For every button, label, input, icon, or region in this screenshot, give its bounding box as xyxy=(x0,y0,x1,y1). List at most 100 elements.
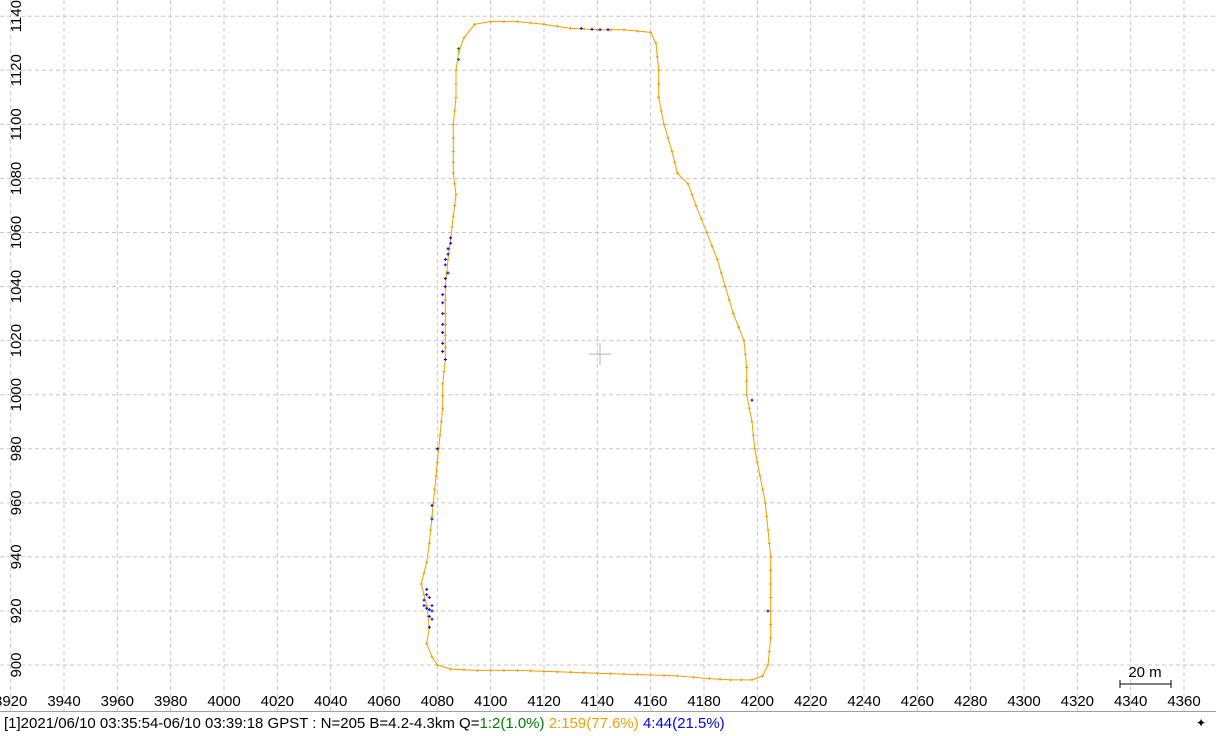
point-q2 xyxy=(582,671,586,675)
point-q4 xyxy=(430,609,434,613)
point-q2 xyxy=(425,604,429,608)
point-q2 xyxy=(719,271,723,275)
x-tick-label: 4040 xyxy=(314,693,347,710)
x-tick-label: 4160 xyxy=(634,693,667,710)
status-bar: [1]2021/06/10 03:35:54-06/10 03:39:18 GP… xyxy=(0,711,1216,736)
point-q2 xyxy=(442,370,446,374)
point-q2 xyxy=(622,672,626,676)
x-tick-label: 4120 xyxy=(527,693,560,710)
point-q2 xyxy=(502,20,506,24)
point-q2 xyxy=(555,24,559,28)
point-q4 xyxy=(766,609,770,613)
point-q2 xyxy=(753,447,757,451)
axis-tick-labels: 3920 3940 3960 3980 4000 4020 4040 4060 4080 4100… xyxy=(0,0,1201,710)
point-q2 xyxy=(430,655,434,659)
x-tick-label: 4280 xyxy=(954,693,987,710)
point-q2 xyxy=(750,420,754,424)
point-q2 xyxy=(745,379,749,383)
point-q4 xyxy=(598,28,602,32)
point-q2 xyxy=(443,298,447,302)
point-q4 xyxy=(427,614,431,618)
point-q2 xyxy=(710,244,714,248)
point-q2 xyxy=(422,571,426,575)
point-q2 xyxy=(569,26,573,30)
point-q2 xyxy=(431,501,435,505)
point-q2 xyxy=(427,541,431,545)
point-q2 xyxy=(462,668,466,672)
point-q4 xyxy=(446,252,450,256)
point-q4 xyxy=(441,293,445,297)
point-q2 xyxy=(443,345,447,349)
point-q2 xyxy=(654,41,658,45)
point-q2 xyxy=(670,149,674,153)
point-q2 xyxy=(707,677,711,681)
point-q2 xyxy=(761,487,765,491)
point-q2 xyxy=(441,394,445,398)
point-q4 xyxy=(425,606,429,610)
point-q2 xyxy=(450,225,454,229)
point-q2 xyxy=(451,214,455,218)
x-tick-label: 4180 xyxy=(687,693,720,710)
point-q2 xyxy=(433,487,437,491)
point-q2 xyxy=(462,36,466,40)
point-q2 xyxy=(441,382,445,386)
point-q2 xyxy=(454,82,458,86)
point-q4 xyxy=(443,263,447,267)
y-tick-label: 980 xyxy=(8,436,25,461)
point-q2 xyxy=(755,460,759,464)
x-tick-label: 4100 xyxy=(474,693,507,710)
point-q4 xyxy=(443,285,447,289)
ground-track-plot[interactable]: 3920 3940 3960 3980 4000 4020 4040 4060 4080 4100… xyxy=(0,0,1216,711)
point-q2 xyxy=(457,49,461,53)
point-q2 xyxy=(453,109,457,113)
point-q2 xyxy=(769,636,773,640)
y-tick-label: 1140 xyxy=(8,0,25,32)
y-tick-label: 1100 xyxy=(8,108,25,140)
point-q2 xyxy=(761,674,765,678)
point-q2 xyxy=(723,285,727,289)
y-tick-label: 960 xyxy=(8,490,25,515)
point-q2 xyxy=(659,109,663,113)
point-q1 xyxy=(457,47,461,51)
point-q2 xyxy=(438,433,442,437)
point-q4 xyxy=(422,604,426,608)
y-tick-label: 1060 xyxy=(8,216,25,249)
point-q2 xyxy=(675,171,679,175)
point-q2 xyxy=(542,22,546,26)
status-q2: 2:159(77.6%) xyxy=(548,715,639,732)
status-q1: 1:2(1.0%) xyxy=(479,715,545,732)
y-tick-label: 1080 xyxy=(8,162,25,195)
point-q4 xyxy=(430,517,434,521)
point-q2 xyxy=(422,593,426,597)
track-line-q2 xyxy=(420,21,772,681)
point-q2 xyxy=(595,671,599,675)
y-tick-label: 940 xyxy=(8,544,25,569)
point-q2 xyxy=(435,663,439,667)
point-q4 xyxy=(427,595,431,599)
solution-points-layer xyxy=(419,20,773,682)
point-q2 xyxy=(769,555,773,559)
point-q2 xyxy=(767,541,771,545)
track-line-layer xyxy=(420,21,772,681)
point-q2 xyxy=(446,258,450,262)
status-info: [1]2021/06/10 03:35:54-06/10 03:39:18 GP… xyxy=(4,715,480,732)
point-q2 xyxy=(662,673,666,677)
point-q4 xyxy=(441,322,445,326)
point-q2 xyxy=(425,560,429,564)
point-q2 xyxy=(727,298,731,302)
point-q2 xyxy=(609,28,613,32)
point-q2 xyxy=(686,182,690,186)
y-tick-label: 1120 xyxy=(8,54,25,86)
x-tick-label: 4240 xyxy=(847,693,880,710)
point-q2 xyxy=(595,28,599,32)
point-q2 xyxy=(745,393,749,397)
point-q2 xyxy=(451,160,455,164)
point-q4 xyxy=(427,608,431,612)
x-tick-label: 4200 xyxy=(741,693,774,710)
point-q4 xyxy=(446,271,450,275)
point-q2 xyxy=(451,171,455,175)
point-q2 xyxy=(443,322,447,326)
scale-bar-label: 20 m xyxy=(1128,664,1161,681)
point-q2 xyxy=(655,55,659,59)
x-tick-label: 3920 xyxy=(0,693,27,710)
